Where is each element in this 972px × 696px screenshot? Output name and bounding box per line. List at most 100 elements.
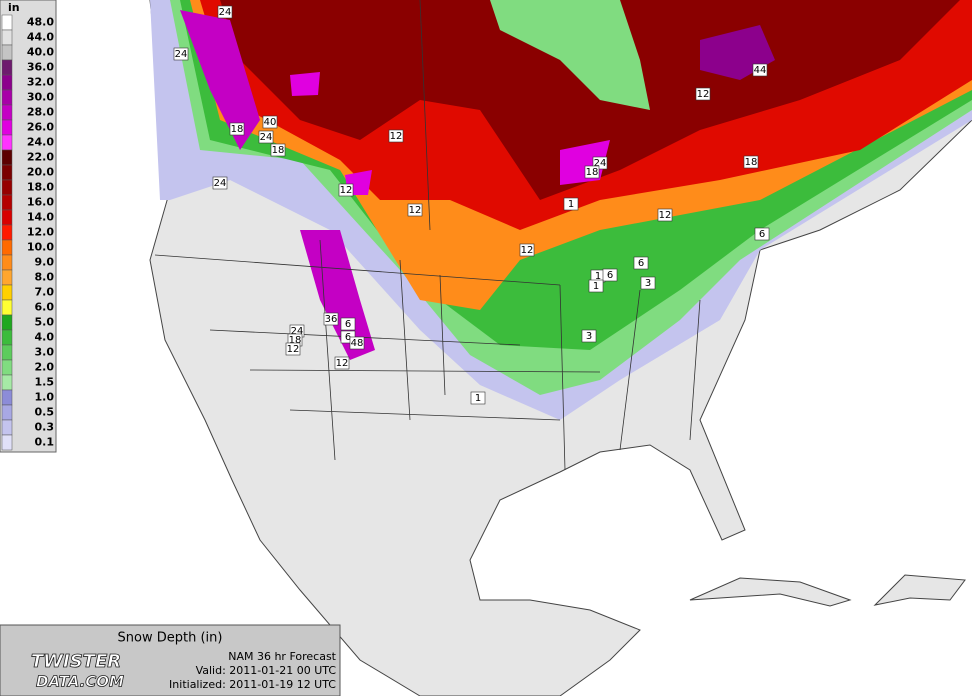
contour-label-bg [334,356,350,370]
contour-label: 1 [568,199,574,210]
contour-label-bg [270,143,286,157]
contour-label: 24 [260,132,273,143]
legend-swatch [1,254,13,271]
contour-label: 18 [289,335,302,346]
legend-label: 9.0 [35,256,55,269]
contour-label: 18 [586,167,599,178]
legend-label: 14.0 [27,211,54,224]
contour-label: 12 [697,89,710,100]
legend-swatch [1,419,13,436]
legend-label: 44.0 [27,31,54,44]
legend-label: 8.0 [35,271,55,284]
contour-label: 18 [231,124,244,135]
contour-label-bg [633,256,649,270]
contour-label: 24 [219,7,232,18]
logo-bottom: DATA.COM [36,673,124,691]
contour-label: 40 [264,117,277,128]
legend-swatch [1,239,13,256]
contour-label-bg [602,268,618,282]
legend-label: 3.0 [35,346,55,359]
contour-label: 24 [175,49,188,60]
legend-swatch [1,74,13,91]
legend-label: 26.0 [27,121,54,134]
legend-swatch [1,164,13,181]
hudson-bay [490,0,650,110]
legend-swatch [1,104,13,121]
snow-dark-red [220,0,960,200]
snow-magenta [290,72,610,195]
info-box-bg [0,624,341,696]
legend-label: 48.0 [27,16,54,29]
contour-label-bg [695,87,711,101]
legend-swatch [1,59,13,76]
contour-label-bg [754,227,770,241]
legend-unit: in [8,1,20,14]
contour-label: 12 [659,210,672,221]
contour-label: 18 [745,157,758,168]
contour-label: 1 [595,271,601,282]
contour-label: 1 [475,393,481,404]
contour-label-bg [584,165,600,179]
contour-label-bg [470,391,486,405]
legend-label: 28.0 [27,106,54,119]
legend-label: 20.0 [27,166,54,179]
legend-swatch [1,194,13,211]
legend-swatch [1,224,13,241]
contour-label-bg [262,115,278,129]
legend-swatch [1,179,13,196]
legend-label: 24.0 [27,136,54,149]
legend-label: 12.0 [27,226,54,239]
legend-swatch [1,404,13,421]
contour-label-bg [340,317,356,331]
contour-label: 6 [759,229,765,240]
legend-label: 6.0 [35,301,55,314]
contour-label-bg [285,342,301,356]
legend-label: 2.0 [35,361,55,374]
valid-time: Valid: 2011-01-21 00 UTC [196,664,337,677]
contour-label: 48 [351,338,364,349]
contour-label-bg [581,329,597,343]
init-time: Initialized: 2011-01-19 12 UTC [169,678,336,691]
legend-label: 30.0 [27,91,54,104]
legend-label: 36.0 [27,61,54,74]
hispaniola [873,574,966,606]
legend-swatch [1,329,13,346]
logo-top: TWISTER [31,651,121,672]
contour-label: 6 [345,319,351,330]
legend-swatch [1,44,13,61]
legend-label: 10.0 [27,241,54,254]
legend-label: 0.5 [35,406,55,419]
legend-label: 1.5 [35,376,55,389]
contour-label-bg [338,183,354,197]
cuba [689,577,852,607]
rockies-magenta [180,10,375,360]
contour-label: 12 [521,245,534,256]
contour-label-bg [323,312,339,326]
contour-label: 6 [638,258,644,269]
contour-label-bg [388,129,404,143]
legend-label: 16.0 [27,196,54,209]
contour-label: 44 [754,65,767,76]
legend-label: 0.1 [35,436,55,449]
model: NAM 36 hr Forecast [228,650,336,663]
legend-swatch [1,434,13,451]
contour-label: 24 [291,326,304,337]
legend-swatch [1,359,13,376]
legend-swatch [1,314,13,331]
legend-label: 1.0 [35,391,55,404]
contour-label-bg [640,276,656,290]
legend-swatch [1,344,13,361]
contour-label-bg [173,47,189,61]
contour-label-bg [588,279,604,293]
info-box: Snow Depth (in) TWISTER DATA.COM NAM 36 … [0,624,341,696]
contour-label-bg [563,197,579,211]
legend-swatch [1,299,13,316]
state-borders [154,0,701,471]
legend-label: 0.3 [35,421,55,434]
contour-label: 12 [336,358,349,369]
legend-label: 32.0 [27,76,54,89]
legend-label: 5.0 [35,316,55,329]
legend-label: 7.0 [35,286,55,299]
